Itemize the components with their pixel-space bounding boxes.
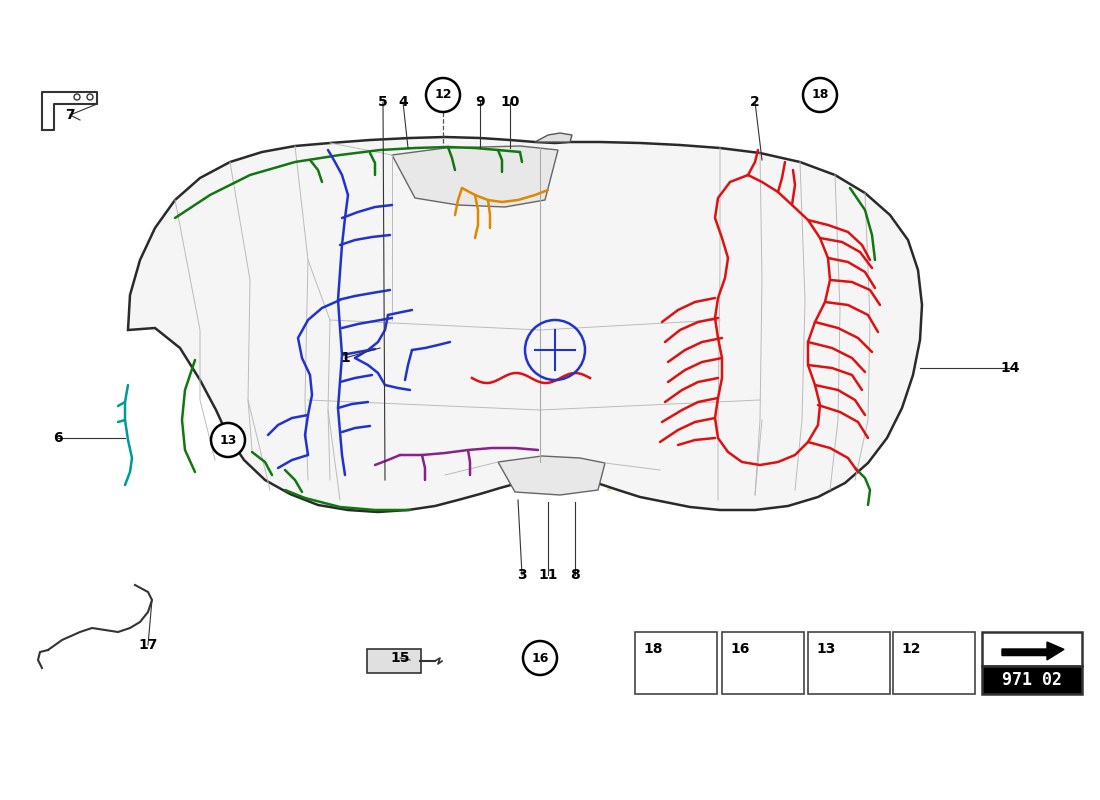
Polygon shape bbox=[498, 456, 605, 495]
Circle shape bbox=[426, 78, 460, 112]
Polygon shape bbox=[1002, 642, 1064, 660]
Text: 15: 15 bbox=[390, 651, 409, 665]
Text: 2: 2 bbox=[750, 95, 760, 109]
Text: euparts: euparts bbox=[278, 337, 761, 443]
Text: 11: 11 bbox=[538, 568, 558, 582]
Circle shape bbox=[522, 641, 557, 675]
Text: 10: 10 bbox=[500, 95, 519, 109]
Circle shape bbox=[74, 94, 80, 100]
Bar bbox=[893, 632, 975, 694]
Text: 18: 18 bbox=[644, 642, 662, 656]
Text: a passion for parts: a passion for parts bbox=[326, 449, 714, 491]
Text: 17: 17 bbox=[139, 638, 157, 652]
Text: 4: 4 bbox=[398, 95, 408, 109]
Polygon shape bbox=[392, 146, 558, 207]
Text: 12: 12 bbox=[901, 642, 921, 656]
Text: 1: 1 bbox=[340, 351, 350, 365]
Polygon shape bbox=[535, 133, 572, 142]
Text: 7: 7 bbox=[65, 108, 75, 122]
Text: 5: 5 bbox=[378, 95, 388, 109]
Circle shape bbox=[803, 78, 837, 112]
Bar bbox=[982, 632, 1082, 666]
Bar bbox=[982, 666, 1082, 694]
Text: 16: 16 bbox=[531, 651, 549, 665]
Bar bbox=[722, 632, 804, 694]
Circle shape bbox=[211, 423, 245, 457]
Text: 13: 13 bbox=[816, 642, 835, 656]
Text: 12: 12 bbox=[434, 89, 452, 102]
FancyBboxPatch shape bbox=[367, 649, 421, 673]
Bar bbox=[808, 632, 890, 694]
Text: 971 02: 971 02 bbox=[1002, 671, 1062, 690]
Text: 16: 16 bbox=[730, 642, 749, 656]
Polygon shape bbox=[128, 137, 922, 512]
Text: 9: 9 bbox=[475, 95, 485, 109]
Circle shape bbox=[87, 94, 94, 100]
Text: 13: 13 bbox=[219, 434, 236, 446]
Bar bbox=[635, 632, 717, 694]
Text: 3: 3 bbox=[517, 568, 527, 582]
Text: 14: 14 bbox=[1000, 361, 1020, 375]
Text: 6: 6 bbox=[53, 431, 63, 445]
Text: 18: 18 bbox=[812, 89, 828, 102]
Text: 8: 8 bbox=[570, 568, 580, 582]
